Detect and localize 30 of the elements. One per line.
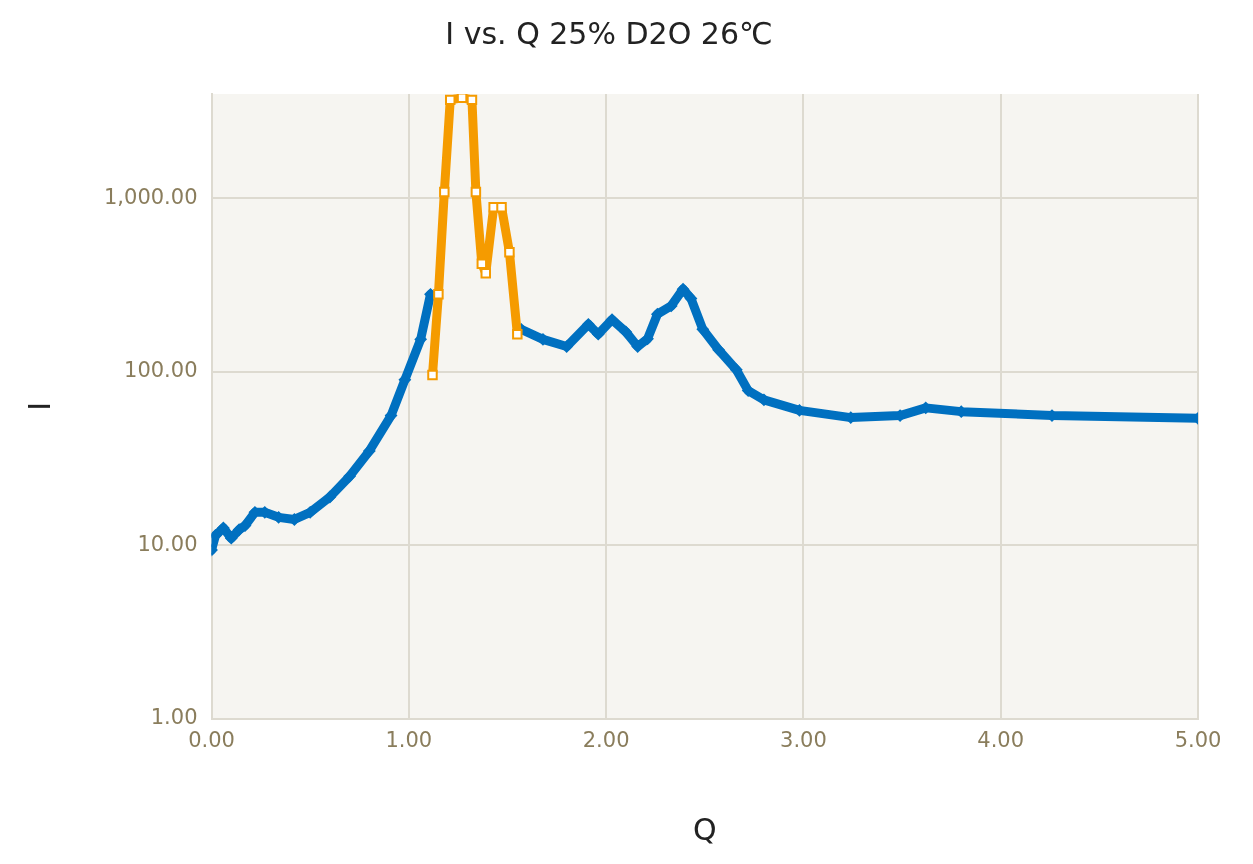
y-axis-title: I — [21, 401, 57, 411]
x-tick-label: 1.00 — [385, 727, 433, 752]
y-tick-label: 100.00 — [124, 358, 198, 383]
point — [592, 328, 605, 341]
point — [619, 325, 632, 338]
point — [445, 94, 456, 106]
point — [439, 186, 450, 198]
point — [343, 470, 356, 483]
point — [512, 328, 523, 340]
x-axis-title: Q — [692, 811, 717, 847]
point — [496, 201, 507, 213]
point — [433, 289, 444, 300]
x-tick-label: 5.00 — [1174, 727, 1222, 752]
y-tick-label: 1.00 — [150, 705, 198, 730]
chart-title: I vs. Q 25% D2O 26℃ — [445, 15, 773, 51]
y-tick-label: 1,000.00 — [104, 184, 198, 209]
point — [323, 490, 336, 503]
point — [239, 519, 252, 532]
point — [470, 186, 482, 198]
x-tick-label: 4.00 — [977, 727, 1025, 752]
point — [582, 318, 595, 331]
point — [504, 246, 515, 258]
point — [466, 94, 478, 106]
point — [456, 94, 468, 104]
x-tick-label: 3.00 — [780, 727, 827, 752]
x-tick-label: 2.00 — [582, 727, 630, 752]
y-tick-label: 10.00 — [137, 531, 198, 556]
x-tick-label: 0.00 — [188, 727, 235, 752]
point — [427, 369, 438, 381]
point — [480, 268, 491, 279]
